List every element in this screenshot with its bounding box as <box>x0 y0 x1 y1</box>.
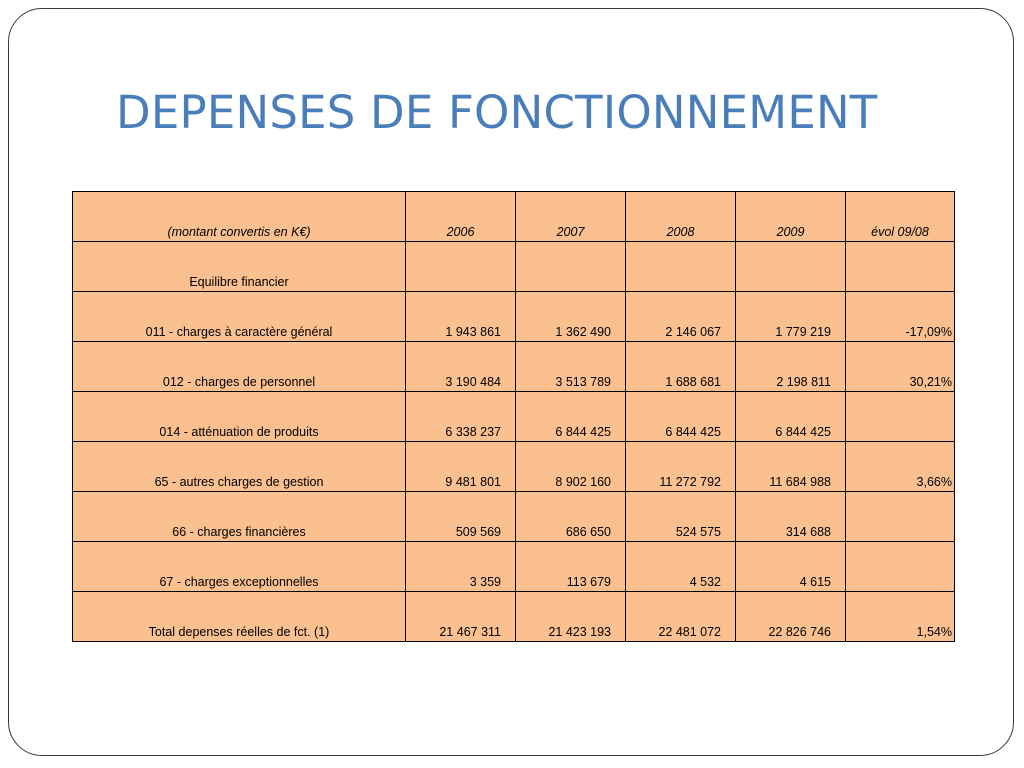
cell-2008: 1 688 681 <box>625 341 736 392</box>
header-cell-2006: 2006 <box>405 191 516 242</box>
row-label: 012 - charges de personnel <box>72 341 406 392</box>
cell-2008: 2 146 067 <box>625 291 736 342</box>
cell-evol <box>845 491 955 542</box>
cell-2008: 4 532 <box>625 541 736 592</box>
row-label: 67 - charges exceptionnelles <box>72 541 406 592</box>
cell-2008: 6 844 425 <box>625 391 736 442</box>
cell-2006: 509 569 <box>405 491 516 542</box>
table-row: 66 - charges financières 509 569 686 650… <box>72 491 955 542</box>
cell-2006 <box>405 241 516 292</box>
table-row-total: Total depenses réelles de fct. (1) 21 46… <box>72 591 955 642</box>
header-cell-evol: évol 09/08 <box>845 191 955 242</box>
row-label: 014 - atténuation de produits <box>72 391 406 442</box>
table-row: 67 - charges exceptionnelles 3 359 113 6… <box>72 541 955 592</box>
row-label: Total depenses réelles de fct. (1) <box>72 591 406 642</box>
row-label: 65 - autres charges de gestion <box>72 441 406 492</box>
cell-2007: 1 362 490 <box>515 291 626 342</box>
cell-2006: 6 338 237 <box>405 391 516 442</box>
slide-title: DEPENSES DE FONCTIONNEMENT <box>116 86 878 139</box>
cell-evol: 30,21% <box>845 341 955 392</box>
cell-2007: 3 513 789 <box>515 341 626 392</box>
cell-2009: 4 615 <box>735 541 846 592</box>
cell-evol <box>845 541 955 592</box>
cell-evol: -17,09% <box>845 291 955 342</box>
cell-2008: 524 575 <box>625 491 736 542</box>
header-cell-2007: 2007 <box>515 191 626 242</box>
cell-2006: 3 190 484 <box>405 341 516 392</box>
cell-2007: 686 650 <box>515 491 626 542</box>
cell-2009: 2 198 811 <box>735 341 846 392</box>
header-cell-2009: 2009 <box>735 191 846 242</box>
cell-2006: 9 481 801 <box>405 441 516 492</box>
cell-2008: 11 272 792 <box>625 441 736 492</box>
cell-evol <box>845 391 955 442</box>
cell-2009: 22 826 746 <box>735 591 846 642</box>
table-row: 011 - charges à caractère général 1 943 … <box>72 291 955 342</box>
expenses-table: (montant convertis en K€) 2006 2007 2008… <box>72 191 955 642</box>
table-row: 014 - atténuation de produits 6 338 237 … <box>72 391 955 442</box>
table-row: 65 - autres charges de gestion 9 481 801… <box>72 441 955 492</box>
cell-2009: 6 844 425 <box>735 391 846 442</box>
cell-2006: 3 359 <box>405 541 516 592</box>
cell-2008: 22 481 072 <box>625 591 736 642</box>
cell-evol: 3,66% <box>845 441 955 492</box>
cell-2007: 21 423 193 <box>515 591 626 642</box>
cell-evol: 1,54% <box>845 591 955 642</box>
row-label: 011 - charges à caractère général <box>72 291 406 342</box>
table-row: Equilibre financier <box>72 241 955 292</box>
cell-2006: 21 467 311 <box>405 591 516 642</box>
cell-2009 <box>735 241 846 292</box>
cell-evol <box>845 241 955 292</box>
header-cell-label: (montant convertis en K€) <box>72 191 406 242</box>
cell-2006: 1 943 861 <box>405 291 516 342</box>
row-label: Equilibre financier <box>72 241 406 292</box>
cell-2009: 314 688 <box>735 491 846 542</box>
table-header-row: (montant convertis en K€) 2006 2007 2008… <box>72 191 955 242</box>
cell-2007: 113 679 <box>515 541 626 592</box>
cell-2009: 11 684 988 <box>735 441 846 492</box>
row-label: 66 - charges financières <box>72 491 406 542</box>
cell-2008 <box>625 241 736 292</box>
header-cell-2008: 2008 <box>625 191 736 242</box>
cell-2007: 6 844 425 <box>515 391 626 442</box>
cell-2007 <box>515 241 626 292</box>
cell-2007: 8 902 160 <box>515 441 626 492</box>
table-row: 012 - charges de personnel 3 190 484 3 5… <box>72 341 955 392</box>
cell-2009: 1 779 219 <box>735 291 846 342</box>
